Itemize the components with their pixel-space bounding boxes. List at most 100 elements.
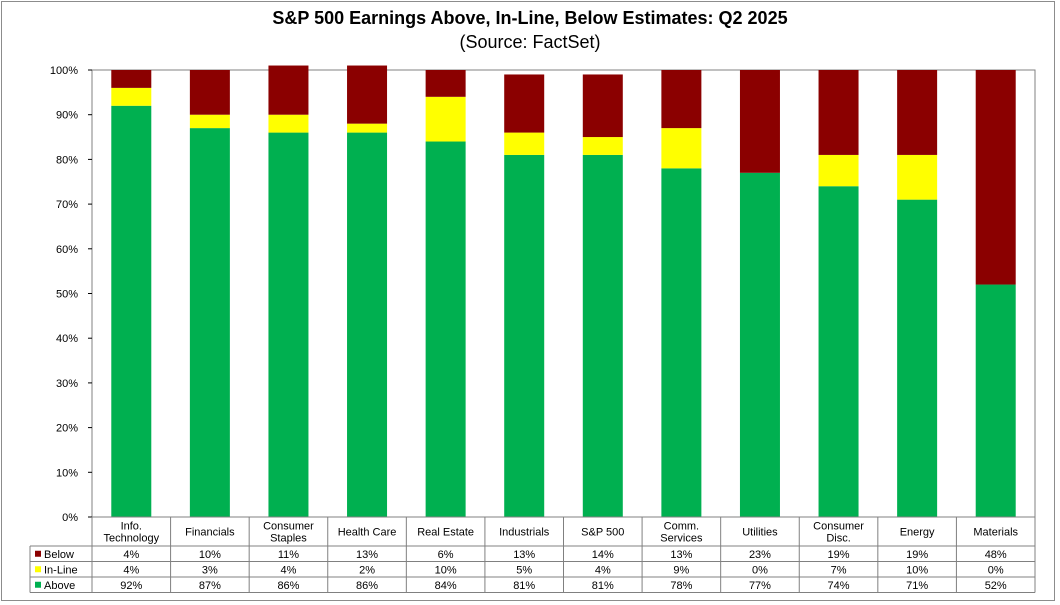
bar-in-line [818, 154, 859, 187]
x-category-label: Energy [900, 527, 935, 539]
bar-below [582, 74, 623, 138]
bar-in-line [661, 128, 702, 169]
bar-above [347, 132, 388, 517]
y-tick-label: 50% [56, 289, 78, 301]
x-category-label: Utilities [742, 527, 778, 539]
bar-in-line [189, 114, 230, 129]
data-label-below: 4% [123, 549, 139, 561]
bar-in-line [582, 137, 623, 155]
bar-below [975, 70, 1016, 285]
bar-above [739, 172, 780, 517]
y-tick-label: 20% [56, 423, 78, 435]
legend-key-above [35, 581, 41, 588]
bar-above [504, 154, 545, 517]
bar-below [504, 74, 545, 133]
data-label-above: 84% [435, 580, 457, 592]
data-label-above: 71% [906, 580, 928, 592]
bar-below [661, 70, 702, 129]
data-label-above: 78% [670, 580, 692, 592]
data-label-above: 86% [277, 580, 299, 592]
y-tick-label: 80% [56, 154, 78, 166]
x-category-label: Comm. [664, 521, 699, 533]
data-label-below: 19% [828, 549, 850, 561]
legend-label: Above [44, 580, 75, 592]
bar-above [818, 186, 859, 517]
bar-above [189, 128, 230, 518]
data-label-below: 23% [749, 549, 771, 561]
data-label-below: 6% [438, 549, 454, 561]
bar-in-line [897, 154, 938, 200]
bar-below [347, 65, 388, 124]
data-label-below: 13% [670, 549, 692, 561]
bar-in-line [504, 132, 545, 155]
data-label-below: 14% [592, 549, 614, 561]
bar-below [425, 70, 466, 97]
data-label-in-line: 10% [435, 564, 457, 576]
bar-in-line [268, 114, 309, 133]
data-label-below: 10% [199, 549, 221, 561]
data-label-in-line: 0% [752, 564, 768, 576]
data-label-in-line: 3% [202, 564, 218, 576]
y-tick-label: 30% [56, 378, 78, 390]
y-tick-label: 60% [56, 244, 78, 256]
data-label-below: 19% [906, 549, 928, 561]
x-category-label: Services [660, 533, 703, 545]
x-category-label: Staples [270, 533, 307, 545]
data-label-in-line: 4% [123, 564, 139, 576]
bar-above [268, 132, 309, 517]
data-label-below: 13% [356, 549, 378, 561]
data-label-above: 86% [356, 580, 378, 592]
legend-key-in-line [35, 566, 41, 573]
x-category-label: Consumer [813, 521, 864, 533]
bar-above [111, 105, 152, 517]
plot-area [91, 69, 1036, 518]
data-label-above: 77% [749, 580, 771, 592]
data-label-in-line: 0% [988, 564, 1004, 576]
bar-below [189, 70, 230, 115]
bar-above [975, 284, 1016, 517]
x-category-label: Consumer [263, 521, 314, 533]
x-category-label: Technology [103, 533, 159, 545]
bar-in-line [425, 96, 466, 142]
data-label-above: 81% [592, 580, 614, 592]
data-label-in-line: 4% [281, 564, 297, 576]
x-category-label: Financials [185, 527, 235, 539]
y-tick-label: 70% [56, 199, 78, 211]
y-tick-label: 0% [62, 512, 78, 524]
y-tick-label: 90% [56, 110, 78, 122]
bar-below [739, 70, 780, 173]
y-tick-label: 10% [56, 467, 78, 479]
data-label-in-line: 2% [359, 564, 375, 576]
x-category-label: S&P 500 [581, 527, 624, 539]
data-label-above: 81% [513, 580, 535, 592]
bar-below [111, 70, 152, 88]
legend-key-below [35, 550, 41, 557]
data-label-above: 52% [985, 580, 1007, 592]
data-label-above: 87% [199, 580, 221, 592]
x-category-label: Disc. [826, 533, 850, 545]
x-category-label: Materials [973, 527, 1018, 539]
chart-subtitle: (Source: FactSet) [459, 32, 601, 52]
x-category-label: Health Care [338, 527, 397, 539]
y-tick-label: 100% [50, 65, 78, 77]
data-label-below: 48% [985, 549, 1007, 561]
data-label-above: 92% [120, 580, 142, 592]
bar-above [897, 199, 938, 517]
data-label-above: 74% [828, 580, 850, 592]
bar-below [268, 65, 309, 115]
data-label-in-line: 5% [516, 564, 532, 576]
bar-in-line [111, 87, 152, 106]
data-label-in-line: 9% [673, 564, 689, 576]
bar-above [661, 168, 702, 517]
data-label-below: 11% [278, 549, 299, 561]
legend-label: Below [44, 549, 74, 561]
data-label-below: 13% [513, 549, 535, 561]
x-category-label: Industrials [499, 527, 550, 539]
y-tick-label: 40% [56, 333, 78, 345]
bar-below [818, 70, 859, 155]
data-label-in-line: 4% [595, 564, 611, 576]
bar-below [897, 70, 938, 155]
chart-title: S&P 500 Earnings Above, In-Line, Below E… [272, 8, 788, 28]
bar-in-line [347, 123, 388, 133]
